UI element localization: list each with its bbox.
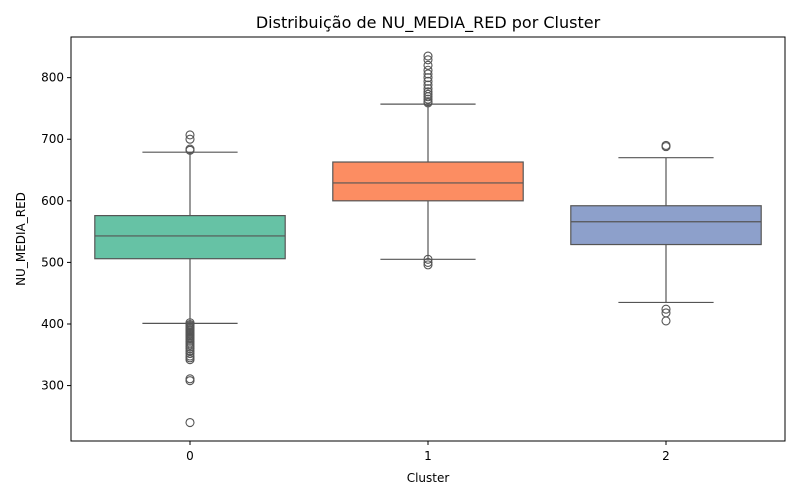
outlier-point	[661, 142, 671, 152]
outlier-point	[185, 417, 195, 428]
outlier-point	[423, 60, 433, 70]
box-cluster-0	[94, 130, 286, 428]
box-cluster-2	[570, 140, 762, 326]
box-cluster-1	[332, 51, 524, 270]
outlier-point	[423, 76, 433, 86]
outlier-point	[185, 374, 195, 384]
plot-area	[94, 51, 762, 428]
y-tick-label: 500	[41, 255, 64, 269]
outlier-point	[185, 376, 195, 386]
outlier-point	[185, 344, 195, 354]
outlier-point	[661, 304, 671, 314]
x-tick-label: 0	[186, 449, 194, 463]
outlier-point	[423, 94, 433, 104]
y-axis-label: NU_MEDIA_RED	[14, 192, 28, 286]
iqr-box	[570, 205, 762, 246]
outlier-point	[185, 130, 195, 140]
outlier-point	[423, 51, 433, 61]
outlier-point	[185, 145, 195, 155]
y-tick-label: 800	[41, 71, 64, 85]
outlier-point	[423, 257, 433, 267]
outlier-point	[661, 316, 671, 326]
outlier-point	[185, 134, 195, 144]
iqr-box	[94, 214, 286, 260]
outlier-point	[423, 254, 433, 264]
outlier-point	[423, 73, 433, 83]
outlier-point	[185, 348, 195, 359]
y-tick-label: 300	[41, 379, 64, 393]
outlier-point	[423, 55, 433, 65]
y-tick-label: 600	[41, 194, 64, 208]
x-tick-label: 1	[424, 449, 432, 463]
outlier-point	[423, 89, 433, 99]
outlier-point	[423, 98, 433, 108]
chart-title: Distribuição de NU_MEDIA_RED por Cluster	[256, 13, 601, 33]
outlier-point	[423, 65, 433, 75]
outlier-point	[423, 92, 433, 102]
iqr-box	[332, 161, 524, 202]
outlier-point	[185, 346, 195, 356]
y-tick-label: 700	[41, 132, 64, 146]
outlier-point	[423, 69, 433, 79]
axes: 300 400 500 600 700 800 0 1 2	[41, 71, 670, 463]
outlier-point	[185, 355, 195, 365]
x-axis-label: Cluster	[407, 471, 450, 485]
outlier-point	[423, 87, 433, 97]
outlier-point	[423, 260, 433, 270]
x-tick-label: 2	[662, 449, 670, 463]
outlier-point	[423, 80, 433, 90]
y-tick-label: 400	[41, 317, 64, 331]
